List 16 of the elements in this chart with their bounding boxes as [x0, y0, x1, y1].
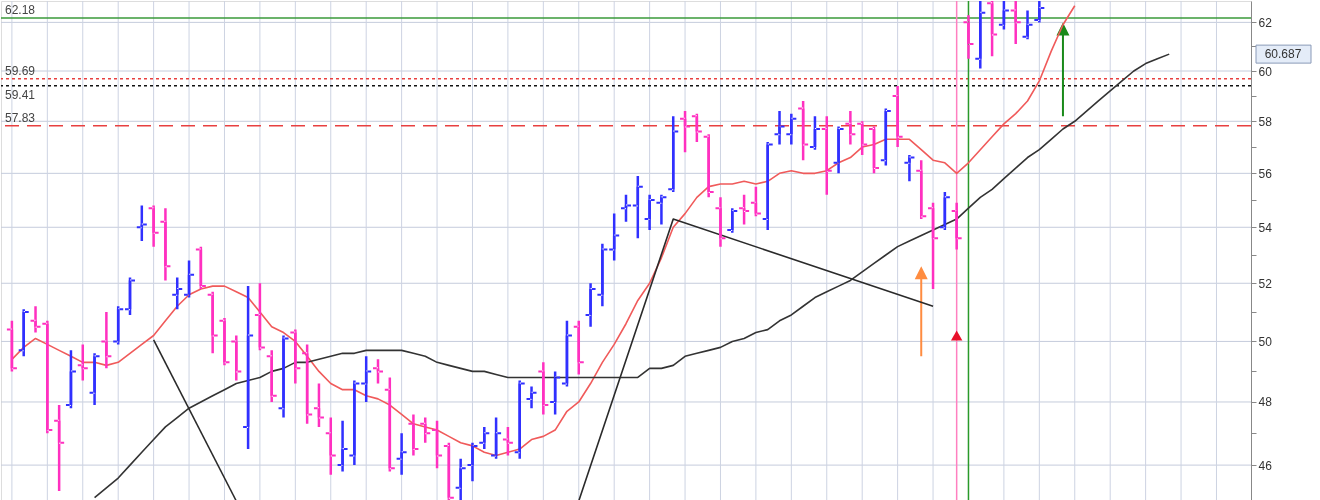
y-tick-label: 56	[1258, 166, 1273, 181]
y-tick-label: 46	[1258, 458, 1273, 473]
ref-line-label: 59.41	[5, 87, 36, 102]
y-tick-label: 54	[1258, 220, 1273, 235]
ref-line-label: 59.69	[5, 63, 36, 78]
y-tick-label: 48	[1258, 395, 1273, 410]
y-tick-label: 62	[1258, 15, 1273, 30]
y-tick-label: 58	[1258, 114, 1273, 129]
y-tick-label: 52	[1258, 276, 1273, 291]
text: 60.687	[1264, 47, 1302, 62]
y-tick-label: 60	[1258, 64, 1273, 79]
point	[950, 330, 963, 341]
ref-line-label: 62.18	[5, 3, 36, 18]
line-series	[93, 53, 1171, 499]
ref-line-label: 57.83	[5, 110, 36, 125]
y-tick-label: 50	[1258, 334, 1273, 349]
